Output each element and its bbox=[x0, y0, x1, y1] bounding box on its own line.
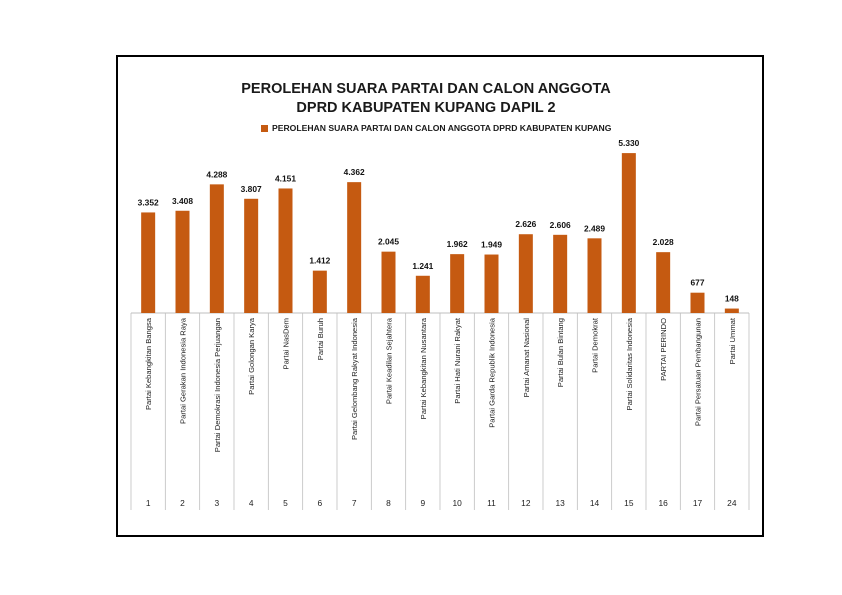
category-number: 10 bbox=[453, 498, 463, 508]
bar bbox=[244, 198, 259, 313]
category-number: 2 bbox=[180, 498, 185, 508]
legend-label: PEROLEHAN SUARA PARTAI DAN CALON ANGGOTA… bbox=[272, 123, 612, 133]
data-label: 1.949 bbox=[481, 240, 502, 250]
data-label: 2.626 bbox=[515, 219, 536, 229]
category-label: PARTAI PERINDO bbox=[659, 318, 668, 381]
data-label: 3.352 bbox=[138, 197, 159, 207]
category-label: Partai Hati Nurani Rakyat bbox=[453, 317, 462, 404]
bar bbox=[587, 238, 602, 313]
category-number: 11 bbox=[487, 498, 496, 508]
chart-title: PEROLEHAN SUARA PARTAI DAN CALON ANGGOTA… bbox=[0, 80, 842, 118]
data-label: 1.962 bbox=[447, 239, 468, 249]
category-label: Partai Demokrat bbox=[591, 317, 600, 373]
bar bbox=[415, 275, 430, 313]
category-number: 8 bbox=[386, 498, 391, 508]
data-label: 148 bbox=[725, 294, 739, 304]
data-label: 1.241 bbox=[412, 261, 433, 271]
data-label: 4.362 bbox=[344, 167, 365, 177]
bar bbox=[724, 308, 739, 313]
legend-swatch bbox=[261, 124, 268, 132]
data-label: 677 bbox=[691, 278, 705, 288]
data-label: 2.489 bbox=[584, 223, 605, 233]
category-label: Partai Buruh bbox=[316, 318, 325, 360]
category-number: 9 bbox=[420, 498, 425, 508]
category-number: 14 bbox=[590, 498, 600, 508]
bar bbox=[141, 212, 156, 313]
category-number: 6 bbox=[317, 498, 322, 508]
category-number: 7 bbox=[352, 498, 357, 508]
data-label: 3.408 bbox=[172, 196, 193, 206]
data-label: 4.151 bbox=[275, 173, 296, 183]
category-label: Partai Golongan Karya bbox=[247, 317, 256, 395]
category-number: 17 bbox=[693, 498, 703, 508]
data-label: 2.028 bbox=[653, 237, 674, 247]
bar bbox=[484, 254, 499, 313]
bar bbox=[690, 292, 705, 313]
category-number: 16 bbox=[659, 498, 669, 508]
category-number: 24 bbox=[727, 498, 737, 508]
bar bbox=[621, 153, 636, 313]
bar bbox=[381, 251, 396, 313]
bar bbox=[175, 210, 190, 313]
data-label: 5.330 bbox=[618, 138, 639, 148]
category-number: 3 bbox=[214, 498, 219, 508]
category-label: Partai Demokrasi Indonesia Perjuangan bbox=[213, 318, 222, 452]
data-label: 3.807 bbox=[241, 184, 262, 194]
category-label: Partai NasDem bbox=[282, 318, 291, 369]
category-label: Partai Garda Republik Indonesia bbox=[488, 317, 497, 428]
bar bbox=[278, 188, 293, 313]
category-number: 12 bbox=[521, 498, 531, 508]
category-label: Partai Gelombang Rakyat Indonesia bbox=[350, 317, 359, 440]
category-number: 13 bbox=[556, 498, 566, 508]
category-label: Partai Bulan Bintang bbox=[556, 318, 565, 387]
bar bbox=[312, 270, 327, 313]
bar bbox=[518, 234, 533, 313]
category-label: Partai Kebangkitan Nusantara bbox=[419, 317, 428, 419]
category-label: Partai Keadilan Sejahtera bbox=[385, 317, 394, 404]
category-label: Partai Kebangkitan Bangsa bbox=[144, 317, 153, 410]
bar bbox=[209, 184, 224, 313]
category-label: Partai Gerakan Indonesia Raya bbox=[179, 317, 188, 424]
category-label: Partai Solidaritas Indonesia bbox=[625, 317, 634, 410]
bar bbox=[450, 254, 465, 313]
chart-title-line-2: DPRD KABUPATEN KUPANG DAPIL 2 bbox=[296, 100, 556, 116]
bar bbox=[347, 182, 362, 313]
category-label: Partai Amanat Nasional bbox=[522, 318, 531, 398]
category-label: Partai Persatuan Pembangunan bbox=[694, 318, 703, 426]
chart-legend: PEROLEHAN SUARA PARTAI DAN CALON ANGGOTA… bbox=[261, 123, 611, 133]
category-number: 4 bbox=[249, 498, 254, 508]
data-label: 4.288 bbox=[206, 169, 227, 179]
category-label: Partai Ummat bbox=[728, 317, 737, 364]
bar bbox=[656, 252, 671, 313]
category-number: 15 bbox=[624, 498, 634, 508]
category-number: 5 bbox=[283, 498, 288, 508]
data-label: 2.606 bbox=[550, 220, 571, 230]
data-label: 1.412 bbox=[309, 256, 330, 266]
data-label: 2.045 bbox=[378, 237, 399, 247]
bar bbox=[553, 234, 568, 313]
category-number: 1 bbox=[146, 498, 151, 508]
chart-title-line-1: PEROLEHAN SUARA PARTAI DAN CALON ANGGOTA bbox=[241, 81, 611, 97]
